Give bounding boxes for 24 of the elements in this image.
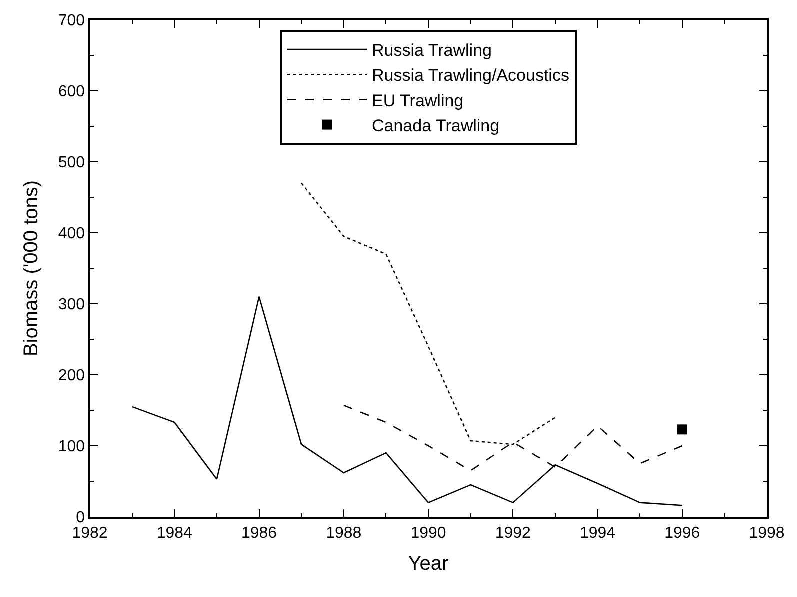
x-tick-label: 1990 bbox=[410, 524, 446, 542]
y-tick-label: 500 bbox=[58, 154, 86, 172]
x-tick-label: 1994 bbox=[580, 524, 616, 542]
y-tick-label: 200 bbox=[58, 368, 86, 385]
x-tick-label: 1986 bbox=[241, 524, 278, 542]
x-tick-label: 1984 bbox=[156, 524, 193, 542]
x-axis-title: Year bbox=[408, 552, 450, 575]
legend-label: Canada Trawling bbox=[372, 116, 500, 136]
y-tick-label: 400 bbox=[58, 226, 86, 243]
x-tick-label: 1996 bbox=[664, 524, 700, 542]
legend-label: Russia Trawling/Acoustics bbox=[372, 66, 570, 86]
y-tick-label: 100 bbox=[58, 438, 86, 456]
x-tick-label: 1982 bbox=[72, 524, 108, 542]
legend-label: Russia Trawling bbox=[372, 41, 492, 60]
x-tick-label: 1992 bbox=[495, 524, 532, 542]
y-tick-label: 600 bbox=[58, 84, 86, 101]
x-tick-label: 1988 bbox=[326, 524, 362, 542]
line-series bbox=[132, 296, 684, 506]
y-tick-label: 0 bbox=[76, 510, 86, 527]
y-axis-title: Biomass ('000 tons) bbox=[20, 180, 42, 357]
x-tick-label: 1998 bbox=[749, 524, 785, 542]
y-tick-label: 700 bbox=[58, 12, 86, 30]
y-tick-label: 300 bbox=[58, 296, 86, 314]
legend-label: EU Trawling bbox=[372, 91, 464, 110]
